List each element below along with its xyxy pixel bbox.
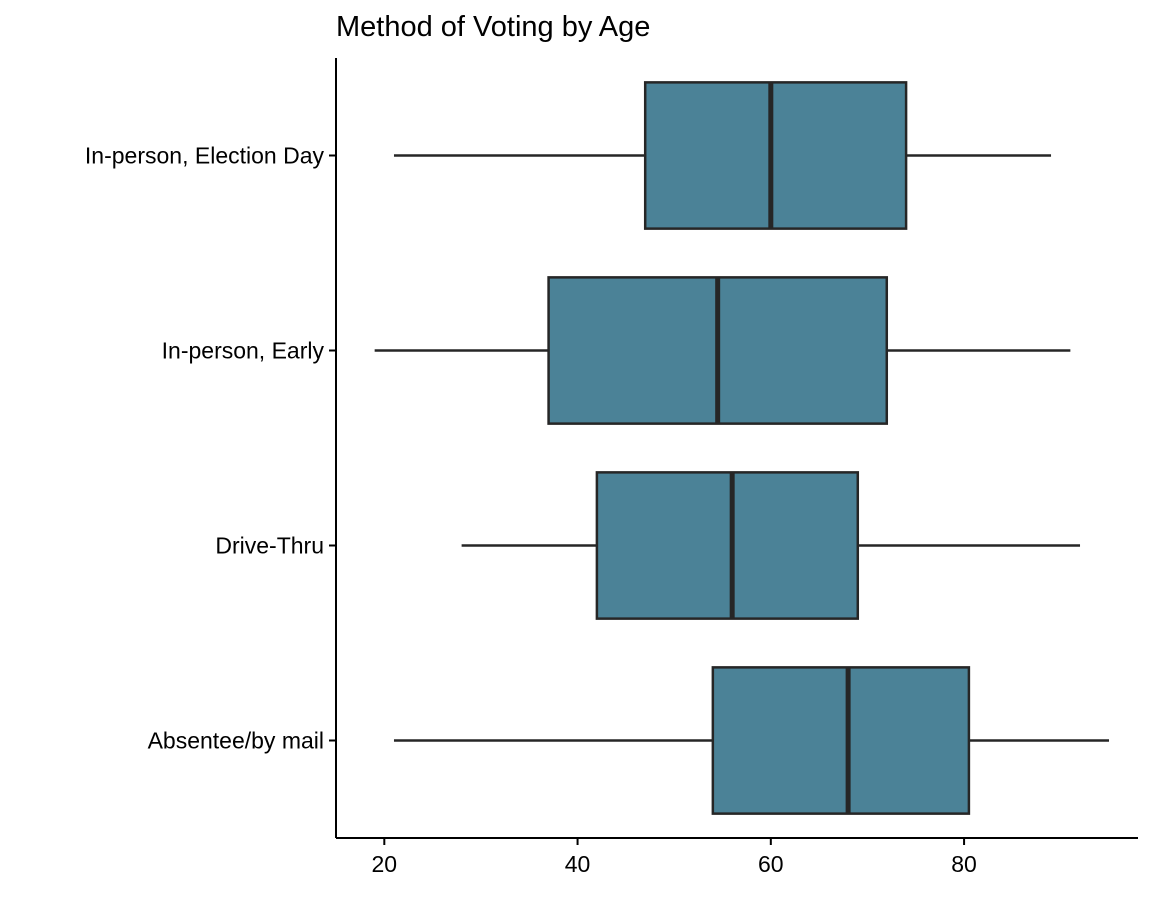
box-group bbox=[393, 666, 1110, 815]
box-iqr bbox=[711, 666, 971, 815]
y-tick-label: In-person, Early bbox=[162, 338, 325, 364]
y-tick-label: Absentee/by mail bbox=[148, 728, 324, 754]
y-axis: In-person, Election Day In-person, Early D… bbox=[85, 143, 336, 754]
y-tick-label: Drive-Thru bbox=[215, 533, 324, 559]
box-group bbox=[461, 471, 1081, 620]
box-iqr bbox=[595, 471, 860, 620]
x-tick-label: 60 bbox=[758, 851, 784, 877]
x-tick-label: 80 bbox=[951, 851, 977, 877]
plot-area bbox=[374, 81, 1110, 815]
y-tick-label: In-person, Election Day bbox=[85, 143, 325, 169]
x-tick-label: 20 bbox=[372, 851, 398, 877]
box-iqr bbox=[643, 81, 908, 230]
x-tick-label: 40 bbox=[565, 851, 591, 877]
box-group bbox=[374, 276, 1071, 425]
box-group bbox=[393, 81, 1052, 230]
x-axis: 20 40 60 80 bbox=[372, 838, 977, 877]
chart-title: Method of Voting by Age bbox=[336, 11, 650, 43]
